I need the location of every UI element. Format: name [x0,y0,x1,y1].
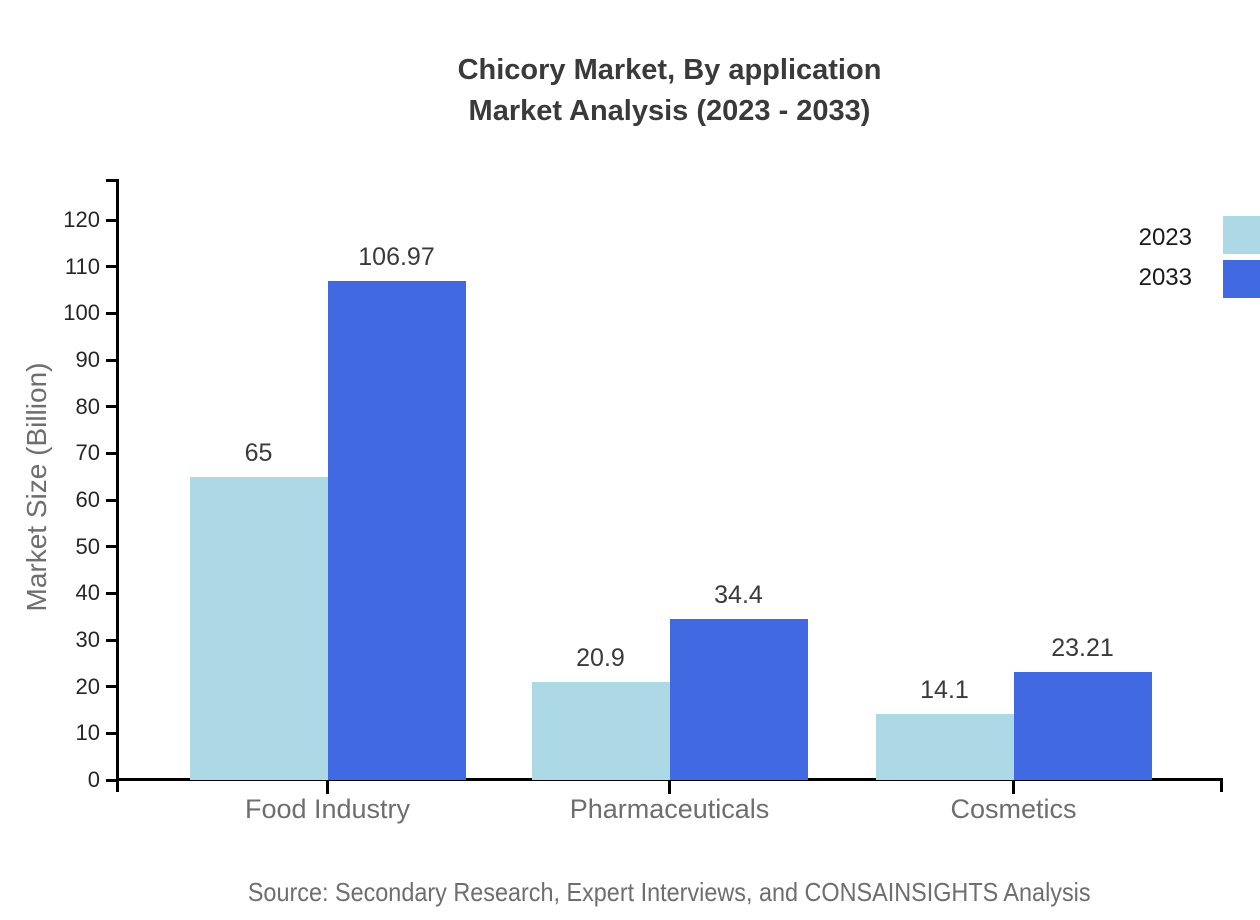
y-tick-label: 40 [75,580,100,606]
y-tick-label: 50 [75,533,100,559]
category-label: Pharmaceuticals [569,794,770,824]
y-tick-label: 10 [75,720,100,746]
y-tick-mark [106,451,116,455]
y-tick-mark [106,358,116,362]
bar-value-label: 23.21 [1051,633,1114,662]
category-label: Food Industry [244,794,411,824]
legend-swatch-2023 [1223,216,1260,254]
y-tick-label: 80 [75,393,100,419]
bar-2033-pharmaceuticals [669,619,808,780]
y-tick-mark [106,405,116,409]
y-axis-top-cap [106,179,116,182]
bar-value-label: 34.4 [714,581,763,610]
y-tick-mark [106,591,116,595]
x-tick-mark [1012,780,1015,794]
y-tick-mark [106,778,116,782]
legend-swatch-2033 [1223,260,1260,298]
bar-2023-food-industry [189,476,328,780]
x-axis-right-cap [1220,778,1223,792]
y-tick-label: 100 [63,300,100,326]
y-tick-mark [106,311,116,315]
bar-value-label: 20.9 [576,644,625,673]
y-tick-mark [106,638,116,642]
legend-label-2023: 2023 [1138,224,1192,251]
y-tick-mark [106,218,116,222]
source-note-text: Source: Secondary Research, Expert Inter… [248,877,1091,907]
bar-2033-food-industry [327,280,466,780]
y-tick-mark [106,265,116,269]
y-tick-label: 120 [63,207,100,232]
y-tick-label: 90 [75,347,100,372]
bar-value-label: 106.97 [358,242,435,271]
y-tick-mark [106,685,116,689]
bar-value-label: 14.1 [920,676,969,705]
y-tick-label: 30 [75,627,100,652]
bar-2033-cosmetics [1013,671,1152,780]
y-tick-mark [106,498,116,502]
y-tick-label: 60 [75,487,100,512]
y-tick-mark [106,545,116,549]
y-tick-label: 110 [64,253,100,279]
bar-value-label: 65 [244,438,273,467]
y-tick-label: 0 [87,767,100,792]
chart-title-line1: Chicory Market, By application [457,54,882,86]
x-tick-mark [668,780,671,794]
y-tick-label: 70 [75,440,100,466]
source-note: Source: Secondary Research, Expert Inter… [118,877,1221,908]
chart-title: Chicory Market, By application Market An… [118,50,1221,132]
category-label: Cosmetics [950,794,1077,824]
chart-title-line2: Market Analysis (2023 - 2033) [468,95,871,127]
x-tick-mark [326,780,329,794]
bar-2023-cosmetics [875,714,1014,780]
legend-label-2033: 2033 [1138,264,1192,291]
bar-2023-pharmaceuticals [531,682,670,780]
y-tick-mark [106,731,116,735]
y-tick-label: 20 [75,673,100,699]
y-axis-spine [116,179,119,792]
